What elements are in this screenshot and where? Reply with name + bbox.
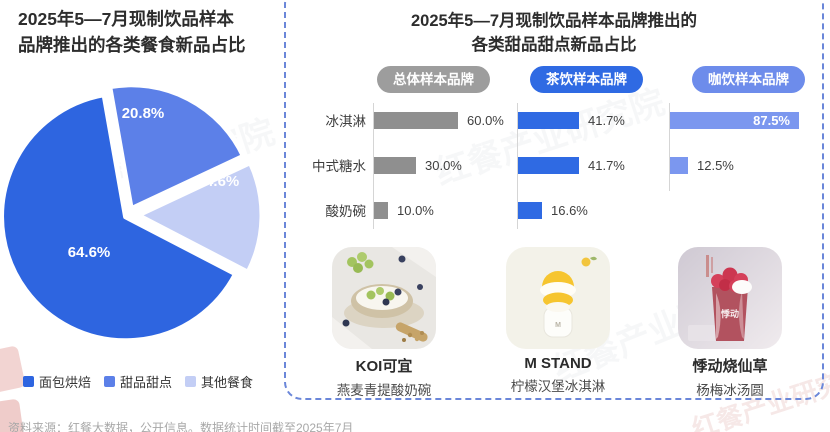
source-note: 资料来源：红餐大数据，公开信息。数据统计时间截至2025年7月 — [8, 421, 354, 432]
series-pill: 咖饮样本品牌 — [692, 66, 805, 93]
pie-slice-label: 20.8% — [122, 105, 165, 122]
bar — [518, 157, 579, 174]
legend-item: 面包烘焙 — [22, 372, 91, 391]
bar-category-label: 冰淇淋 — [325, 114, 367, 129]
legend-swatch — [185, 376, 196, 387]
legend-label: 其他餐食 — [201, 375, 254, 390]
pie-slice — [0, 92, 239, 344]
axis-line — [669, 103, 670, 191]
axis-line — [517, 103, 518, 229]
right-title-line2: 各类甜品甜点新品占比 — [471, 35, 637, 54]
legend-swatch — [103, 376, 115, 387]
legend-item: 其他餐食 — [185, 372, 253, 391]
legend-label: 甜品甜点 — [119, 375, 172, 390]
legend-swatch — [22, 376, 34, 387]
bar-category-label: 中式糖水 — [312, 159, 366, 174]
bar-value-label: 16.6% — [551, 203, 588, 218]
product-image-lemon-ice-cream: M — [506, 247, 610, 349]
bar — [670, 112, 799, 129]
pie-slice-label: 64.6% — [68, 244, 111, 261]
product-item-name: 柠檬汉堡冰淇淋 — [510, 379, 606, 394]
bar-value-label: 41.7% — [588, 113, 625, 128]
dessert-panel: 2025年5—7月现制饮品样本品牌推出的 各类甜品甜点新品占比 — [284, 0, 824, 400]
left-title-line2: 品牌推出的各类餐食新品占比 — [18, 35, 246, 56]
bar — [374, 112, 458, 129]
legend-label: 面包烘焙 — [38, 375, 91, 390]
product-image-bayberry-cup: 悸动 — [678, 247, 782, 349]
bar — [374, 157, 416, 174]
right-title-line1: 2025年5—7月现制饮品样本品牌推出的 — [410, 12, 698, 30]
bar-value-label: 41.7% — [588, 158, 625, 173]
bar-value-label: 30.0% — [425, 158, 462, 173]
product-item-name: 燕麦青提酸奶碗 — [336, 383, 432, 398]
product-card: M M STAND 柠檬汉堡冰淇淋 — [488, 247, 628, 395]
legend-item: 甜品甜点 — [103, 372, 172, 391]
product-brand: M STAND — [524, 355, 592, 372]
bar-value-label: 60.0% — [467, 113, 504, 128]
pie-legend: 面包烘焙 甜品甜点 其他餐食 — [0, 372, 276, 391]
bar-value-label: 12.5% — [697, 158, 734, 173]
left-title-line1: 2025年5—7月现制饮品样本 — [18, 9, 234, 29]
axis-line — [373, 103, 374, 229]
product-card: KOI可宜 燕麦青提酸奶碗 — [314, 247, 454, 399]
right-panel-title: 2025年5—7月现制饮品样本品牌推出的 各类甜品甜点新品占比 — [286, 10, 822, 58]
product-image-yogurt-bowl — [332, 247, 436, 349]
bar — [518, 202, 542, 219]
bar-category-label: 酸奶碗 — [325, 204, 367, 219]
pie-chart-svg: 64.6% 20.8% 14.6% — [0, 82, 265, 344]
food-pie-chart-area: 64.6% 20.8% 14.6% — [0, 60, 280, 372]
product-item-name: 杨梅冰汤圆 — [696, 383, 764, 398]
product-card: 悸动 悸动烧仙草 杨梅冰汤圆 — [660, 247, 800, 399]
bar-value-label: 87.5% — [753, 113, 790, 128]
cup-brand-text: 悸动 — [721, 308, 739, 319]
bar-value-label: 10.0% — [397, 203, 434, 218]
product-brand: 悸动烧仙草 — [692, 358, 768, 375]
pie-slice — [135, 160, 265, 275]
bar — [670, 157, 688, 174]
bar — [374, 202, 388, 219]
svg-text:M: M — [555, 322, 561, 329]
series-pill: 总体样本品牌 — [377, 66, 490, 93]
left-panel-title: 2025年5—7月现制饮品样本 品牌推出的各类餐食新品占比 — [18, 6, 280, 59]
pie-slice-label: 14.6% — [197, 173, 240, 190]
bar — [518, 112, 579, 129]
product-brand: KOI可宜 — [355, 358, 413, 375]
series-pill: 茶饮样本品牌 — [530, 66, 643, 93]
pie-slice — [107, 82, 246, 212]
